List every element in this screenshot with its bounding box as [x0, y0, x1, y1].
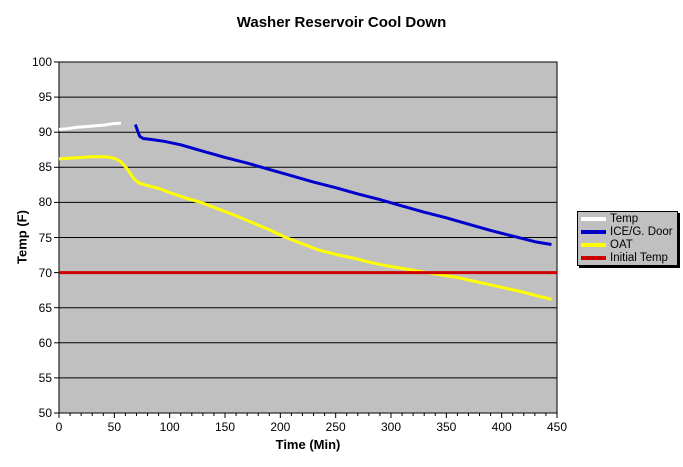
legend-swatch-temp [581, 217, 606, 221]
legend-label: Temp [610, 213, 639, 225]
legend-item-temp: Temp [581, 213, 674, 225]
x-tick-label: 400 [491, 420, 512, 434]
x-tick-label: 350 [436, 420, 457, 434]
y-axis-title: Temp (F) [14, 210, 30, 264]
legend-item-oat: OAT [581, 239, 674, 251]
series-line-oat [58, 155, 552, 301]
x-tick-label: 100 [159, 420, 180, 434]
x-tick-label: 0 [55, 420, 63, 434]
legend-label: OAT [610, 239, 633, 251]
x-axis-title: Time (Min) [275, 437, 341, 452]
chart-title: Washer Reservoir Cool Down [236, 14, 447, 31]
y-tick-label: 75 [38, 230, 52, 245]
legend: Temp ICE/G. Door OAT Initial Temp [577, 211, 678, 266]
legend-swatch-oat [581, 243, 606, 247]
y-tick-label: 65 [38, 300, 52, 315]
y-tick-label: 85 [38, 160, 52, 175]
y-tick-label: 70 [38, 265, 52, 280]
series-line-temp [58, 121, 122, 131]
y-tick-label: 80 [38, 195, 52, 210]
y-tick-label: 50 [38, 406, 52, 420]
y-tick-label: 60 [38, 335, 52, 350]
y-tick-label: 95 [38, 90, 52, 105]
legend-swatch-initial-temp [581, 256, 606, 260]
x-tick-label: 150 [214, 420, 236, 434]
x-tick-label: 50 [107, 420, 122, 434]
legend-label: Initial Temp [610, 252, 668, 264]
x-tick-label: 450 [546, 420, 568, 434]
x-tick-label: 250 [325, 420, 346, 434]
legend-item-ice-g-door: ICE/G. Door [581, 226, 674, 238]
y-tick-label: 90 [38, 125, 52, 140]
series-line-ice-g-door [133, 123, 552, 246]
legend-item-initial-temp: Initial Temp [581, 252, 674, 264]
y-tick-label: 100 [31, 55, 52, 69]
x-tick-label: 300 [380, 420, 402, 434]
y-tick-label: 55 [38, 370, 52, 385]
legend-swatch-ice-g-door [581, 230, 606, 234]
x-tick-label: 200 [270, 420, 291, 434]
legend-label: ICE/G. Door [610, 226, 673, 238]
